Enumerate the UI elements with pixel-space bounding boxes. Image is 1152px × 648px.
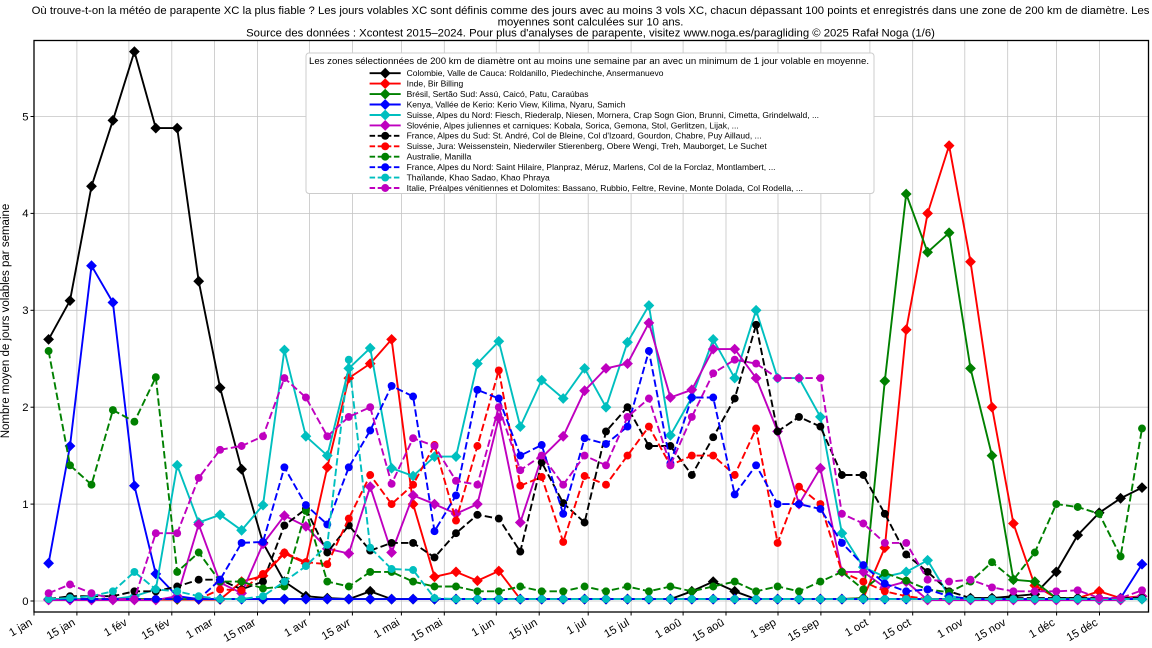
- svg-text:France, Alpes du Sud: St. Andr: France, Alpes du Sud: St. André, Col de …: [407, 131, 762, 141]
- svg-text:Les zones sélectionnées de 200: Les zones sélectionnées de 200 km de dia…: [309, 56, 869, 67]
- svg-text:Italie, Préalpes vénitiennes e: Italie, Préalpes vénitiennes et Dolomite…: [407, 183, 803, 193]
- svg-text:Australie, Manilla: Australie, Manilla: [407, 152, 472, 162]
- svg-text:Kenya, Vallée de Kerio: Kerio: Kenya, Vallée de Kerio: Kerio View, Kili…: [407, 99, 626, 109]
- svg-text:France, Alpes du Nord: Saint H: France, Alpes du Nord: Saint Hilaire, Pl…: [407, 162, 776, 172]
- svg-text:Suisse, Jura: Weissenstein, Ni: Suisse, Jura: Weissenstein, Niederwiler …: [407, 141, 768, 151]
- svg-text:Nombre moyen de jours volables: Nombre moyen de jours volables par semai…: [0, 204, 12, 439]
- svg-text:5: 5: [22, 111, 28, 123]
- svg-text:moyennes sont calculées sur 10: moyennes sont calculées sur 10 ans.: [498, 16, 684, 28]
- svg-text:Slovénie, Alpes juliennes et c: Slovénie, Alpes juliennes et carniques: …: [407, 120, 739, 130]
- svg-text:Colombie, Valle de Cauca: Rold: Colombie, Valle de Cauca: Roldanillo, Pi…: [407, 68, 664, 78]
- svg-text:2: 2: [22, 402, 28, 414]
- svg-text:Source des données : Xcontest: Source des données : Xcontest 2015–2024.…: [246, 28, 935, 40]
- svg-text:3: 3: [22, 305, 28, 317]
- svg-text:Où trouve-t-on la météo de par: Où trouve-t-on la météo de parapente XC …: [32, 5, 1150, 17]
- svg-text:Suisse, Alpes du Nord: Fiesch,: Suisse, Alpes du Nord: Fiesch, Riederalp…: [407, 110, 819, 120]
- svg-text:4: 4: [22, 208, 28, 220]
- svg-text:0: 0: [22, 596, 28, 608]
- svg-text:Inde, Bir Billing: Inde, Bir Billing: [407, 79, 464, 89]
- svg-text:Brésil, Sertão Sud: Assú, Caic: Brésil, Sertão Sud: Assú, Caicó, Patu, C…: [407, 89, 589, 99]
- svg-text:1: 1: [22, 499, 28, 511]
- svg-text:Thaïlande, Khao Sadao, Khao Ph: Thaïlande, Khao Sadao, Khao Phraya: [407, 173, 550, 183]
